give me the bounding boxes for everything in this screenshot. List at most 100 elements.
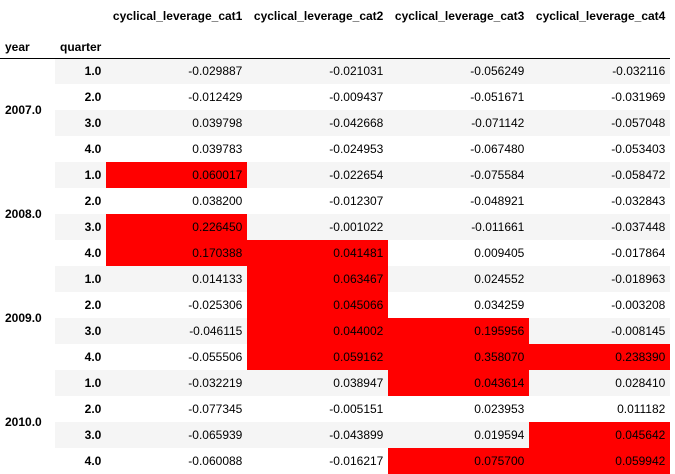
quarter-index-cell: 1.0	[84, 168, 102, 182]
value-cell-cat2: -0.005151	[329, 402, 384, 416]
quarter-index-cell: 3.0	[84, 324, 102, 338]
quarter-index-cell: 1.0	[84, 272, 102, 286]
column-header-cat3: cyclical_leverage_cat3	[394, 9, 525, 23]
value-cell-cat2: -0.001022	[329, 220, 384, 234]
value-cell-cat4: -0.037448	[611, 220, 666, 234]
quarter-index-cell: 2.0	[84, 402, 102, 416]
value-cell-cat4: -0.053403	[611, 142, 666, 156]
blank-header-cell	[529, 26, 670, 58]
table-row: 2007.0 1.0 -0.029887 -0.021031 -0.056249 -0.0…	[0, 58, 671, 162]
table-row: 4.0 -0.055506 0.059162 0.358070 0.238390	[0, 344, 671, 370]
quarter-index-cell: 1.0	[84, 64, 102, 79]
value-cell-cat2: -0.009437	[329, 90, 384, 104]
blank-header-cell	[0, 0, 55, 26]
value-cell-cat3: -0.067480	[470, 142, 525, 156]
value-cell-cat1: 0.038200	[192, 194, 243, 208]
table-row: 4.0 -0.060088 -0.016217 0.075700 0.059942	[0, 448, 671, 474]
value-cell-cat2: 0.059162	[247, 344, 389, 370]
value-cell-cat4: -0.003208	[611, 298, 666, 312]
value-cell-cat2: 0.041481	[247, 240, 389, 266]
value-cell-cat4: -0.017864	[611, 246, 666, 260]
table-row: 3.0 0.039798 -0.042668 -0.071142 -0.057048	[0, 110, 671, 136]
value-cell-cat2: 0.045066	[247, 292, 389, 318]
value-cell-cat2: -0.012307	[329, 194, 384, 208]
year-index-cell: 2008.0	[0, 162, 55, 266]
quarter-index-cell: 2.0	[84, 194, 102, 208]
quarter-index-cell: 4.0	[84, 454, 102, 468]
quarter-index-cell: 4.0	[84, 142, 102, 156]
table-row: 4.0 0.170388 0.041481 0.009405 -0.017864	[0, 240, 671, 266]
value-cell-cat1: -0.060088	[188, 454, 243, 468]
value-cell-cat2: 0.063467	[247, 266, 389, 292]
value-cell-cat3: 0.043614	[388, 370, 530, 396]
value-cell-cat2: -0.043899	[329, 428, 384, 442]
column-header-row: cyclical_leverage_cat1 cyclical_leverage…	[0, 0, 670, 26]
blank-header-cell	[106, 26, 247, 58]
value-cell-cat4: 0.059942	[529, 448, 671, 474]
quarter-index-cell: 3.0	[84, 220, 102, 234]
value-cell-cat1: 0.039783	[192, 142, 243, 156]
value-cell-cat2: 0.044002	[247, 318, 389, 344]
value-cell-cat3: 0.075700	[388, 448, 530, 474]
value-cell-cat1: -0.032219	[188, 376, 243, 390]
value-cell-cat4: 0.045642	[529, 422, 671, 448]
value-cell-cat3: -0.048921	[470, 194, 525, 208]
table-row: 2.0 -0.077345 -0.005151 0.023953 0.011182	[0, 396, 671, 422]
table-row: 2.0 0.038200 -0.012307 -0.048921 -0.032843	[0, 188, 671, 214]
table-body: 2007.0 1.0 -0.029887 -0.021031 -0.056249 -0.0…	[0, 58, 671, 474]
value-cell-cat1: -0.025306	[188, 298, 243, 312]
quarter-index-cell: 4.0	[84, 350, 102, 364]
blank-header-cell	[247, 26, 388, 58]
table-row: 3.0 -0.046115 0.044002 0.195956 -0.008145	[0, 318, 671, 344]
value-cell-cat3: -0.071142	[471, 116, 525, 130]
value-cell-cat3: 0.358070	[388, 344, 530, 370]
value-cell-cat4: -0.057048	[611, 116, 666, 130]
value-cell-cat2: -0.024953	[329, 142, 384, 156]
column-header-cat2: cyclical_leverage_cat2	[253, 9, 384, 23]
table-row: 3.0 -0.065939 -0.043899 0.019594 0.045642	[0, 422, 671, 448]
value-cell-cat3: 0.019594	[474, 428, 525, 442]
table-row: 2009.0 1.0 0.014133 0.063467 0.024552 -0.0189…	[0, 266, 671, 370]
index-name-quarter: quarter	[60, 39, 102, 54]
value-cell-cat4: 0.011182	[617, 402, 666, 416]
year-index-cell: 2007.0	[0, 58, 55, 162]
table-row: 2.0 -0.012429 -0.009437 -0.051671 -0.031969	[0, 84, 671, 110]
index-name-row: year quarter	[0, 26, 671, 58]
value-cell-cat4: 0.028410	[615, 376, 666, 390]
value-cell-cat4: -0.008145	[611, 324, 666, 338]
blank-header-cell	[55, 0, 106, 26]
value-cell-cat1: -0.029887	[188, 64, 243, 79]
value-cell-cat3: -0.075584	[470, 168, 525, 182]
blank-header-cell	[388, 26, 529, 58]
value-cell-cat1: -0.065939	[188, 428, 243, 442]
value-cell-cat4: -0.032843	[611, 194, 666, 208]
value-cell-cat4: -0.058472	[611, 168, 666, 182]
year-index-cell: 2010.0	[0, 370, 55, 474]
value-cell-cat1: 0.226450	[106, 214, 248, 240]
value-cell-cat3: -0.056249	[470, 64, 525, 79]
table-row: 2010.0 1.0 -0.032219 0.038947 0.043614 0.0284…	[0, 370, 671, 474]
value-cell-cat2: -0.016217	[329, 454, 384, 468]
quarter-index-cell: 2.0	[84, 298, 102, 312]
value-cell-cat1: 0.039798	[192, 116, 243, 130]
value-cell-cat2: -0.042668	[329, 116, 384, 130]
value-cell-cat1: 0.060017	[106, 162, 248, 188]
value-cell-cat3: 0.023953	[474, 402, 525, 416]
value-cell-cat1: 0.014133	[192, 272, 243, 286]
value-cell-cat4: -0.031969	[611, 90, 666, 104]
value-cell-cat3: 0.195956	[388, 318, 530, 344]
table-row: 3.0 0.226450 -0.001022 -0.011661 -0.037448	[0, 214, 671, 240]
table-row: 4.0 0.039783 -0.024953 -0.067480 -0.053403	[0, 136, 671, 162]
quarter-index-cell: 4.0	[84, 246, 102, 260]
value-cell-cat2: -0.022654	[329, 168, 384, 182]
value-cell-cat2: 0.038947	[333, 376, 384, 390]
value-cell-cat4: -0.032116	[612, 64, 666, 79]
value-cell-cat2: -0.021031	[329, 64, 384, 79]
value-cell-cat3: -0.011661	[471, 220, 525, 234]
value-cell-cat1: -0.055506	[188, 350, 243, 364]
column-header-cat1: cyclical_leverage_cat1	[112, 9, 243, 23]
table-header: cyclical_leverage_cat1 cyclical_leverage…	[0, 0, 671, 58]
quarter-index-cell: 2.0	[84, 90, 102, 104]
value-cell-cat3: 0.024552	[474, 272, 525, 286]
value-cell-cat3: 0.034259	[474, 298, 525, 312]
